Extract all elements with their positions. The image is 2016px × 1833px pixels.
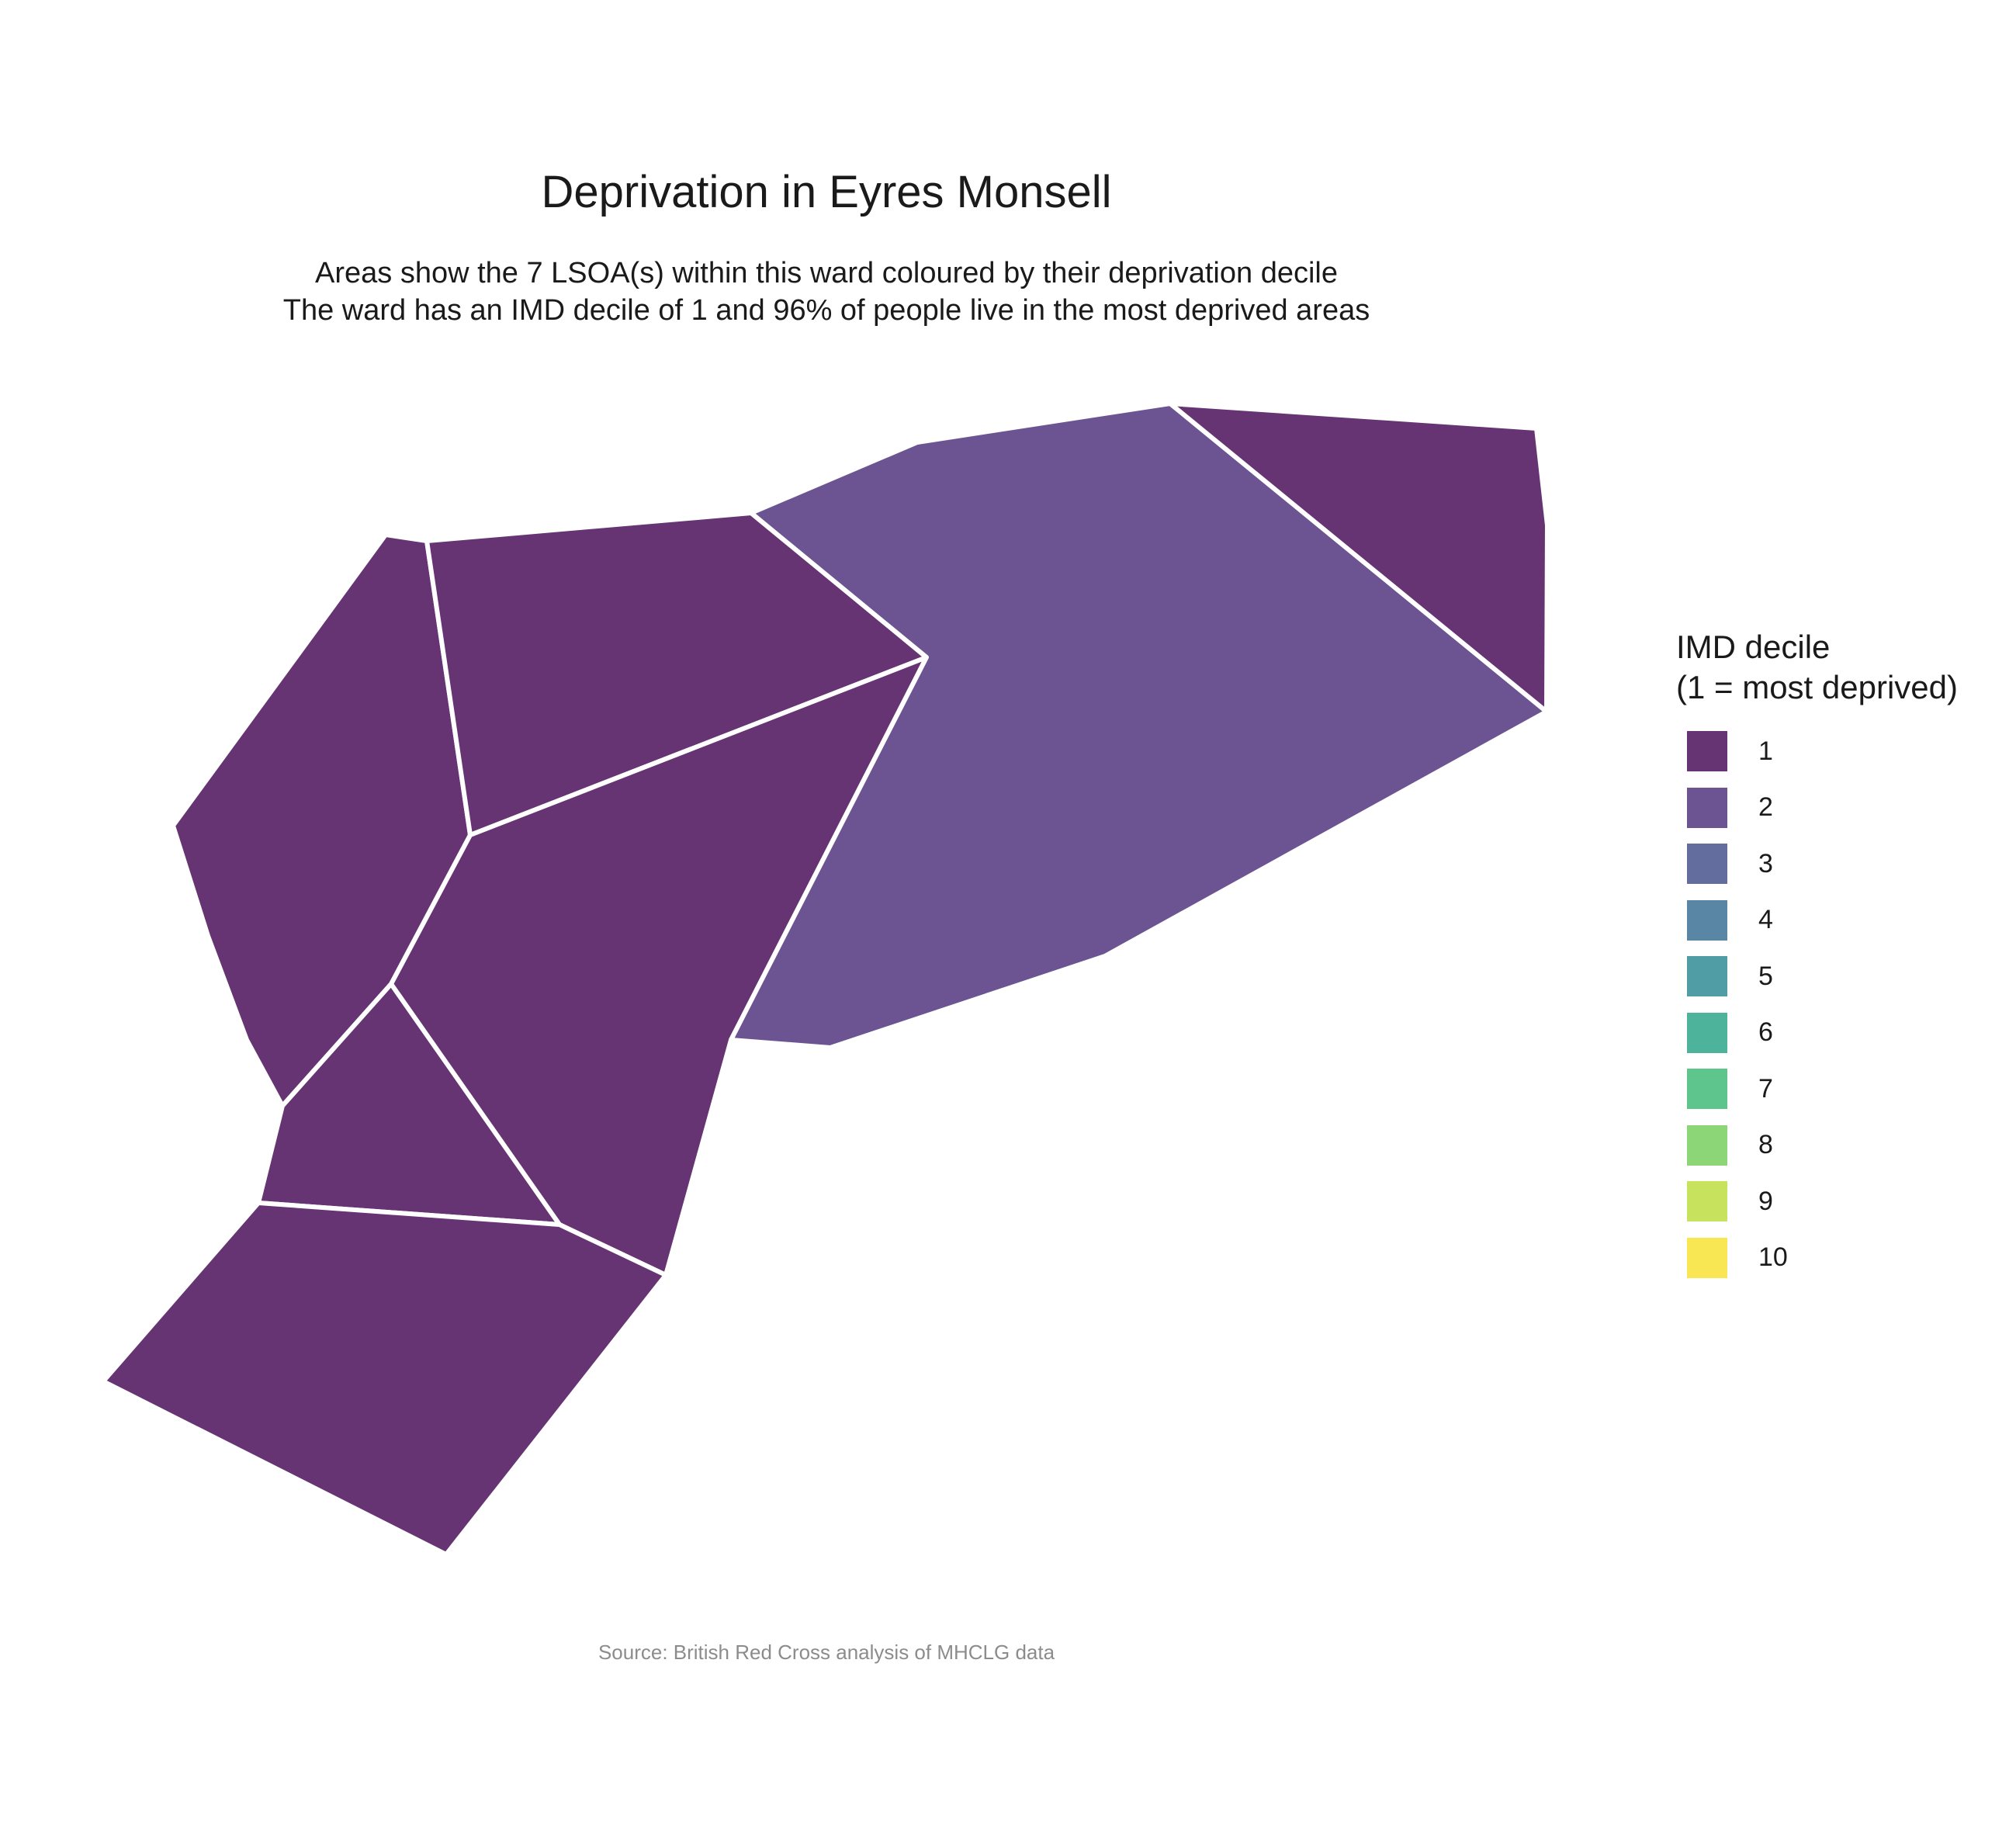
legend-item: 3 <box>1676 836 1958 892</box>
subtitle-line-2: The ward has an IMD decile of 1 and 96% … <box>282 294 1370 327</box>
legend-swatch <box>1687 787 1727 828</box>
map-title: Deprivation in Eyres Monsell <box>541 167 1112 217</box>
legend-title-line-2: (1 = most deprived) <box>1676 669 1958 705</box>
legend-item: 6 <box>1676 1005 1958 1062</box>
legend-label: 7 <box>1758 1073 1773 1104</box>
map-subtitle: Areas show the 7 LSOA(s) within this war… <box>0 255 1653 329</box>
legend-item: 5 <box>1676 948 1958 1005</box>
legend-label: 6 <box>1758 1017 1773 1048</box>
legend-swatch <box>1687 1069 1727 1110</box>
legend-label: 1 <box>1758 736 1773 766</box>
subtitle-line-1: Areas show the 7 LSOA(s) within this war… <box>315 257 1338 289</box>
legend-swatch <box>1687 1181 1727 1222</box>
legend-label: 9 <box>1758 1186 1773 1216</box>
legend-swatch <box>1687 1237 1727 1278</box>
legend-item: 10 <box>1676 1230 1958 1287</box>
legend-item: 4 <box>1676 892 1958 949</box>
lsoa-area-southwest <box>101 1201 668 1557</box>
legend-swatch <box>1687 1124 1727 1166</box>
legend-items: 1 2 3 4 5 6 7 8 <box>1676 723 1958 1286</box>
legend-label: 8 <box>1758 1130 1773 1160</box>
legend-item: 7 <box>1676 1061 1958 1117</box>
legend-swatch <box>1687 1012 1727 1053</box>
legend-label: 10 <box>1758 1242 1788 1273</box>
source-caption: Source: British Red Cross analysis of MH… <box>598 1641 1055 1664</box>
legend-label: 3 <box>1758 848 1773 878</box>
legend: IMD decile (1 = most deprived) 1 2 3 4 5… <box>1676 627 1958 1286</box>
legend-label: 4 <box>1758 905 1773 935</box>
legend-label: 5 <box>1758 961 1773 991</box>
legend-item: 8 <box>1676 1117 1958 1174</box>
legend-swatch <box>1687 844 1727 885</box>
lsoa-area-east-large <box>729 401 1549 1050</box>
legend-swatch <box>1687 731 1727 772</box>
legend-item: 1 <box>1676 723 1958 780</box>
legend-item: 9 <box>1676 1173 1958 1230</box>
legend-item: 2 <box>1676 780 1958 837</box>
legend-label: 2 <box>1758 792 1773 823</box>
legend-title: IMD decile (1 = most deprived) <box>1676 627 1958 708</box>
legend-title-line-1: IMD decile <box>1676 629 1831 665</box>
lsoa-area-northeast <box>1168 401 1550 714</box>
legend-swatch <box>1687 956 1727 997</box>
legend-swatch <box>1687 899 1727 941</box>
